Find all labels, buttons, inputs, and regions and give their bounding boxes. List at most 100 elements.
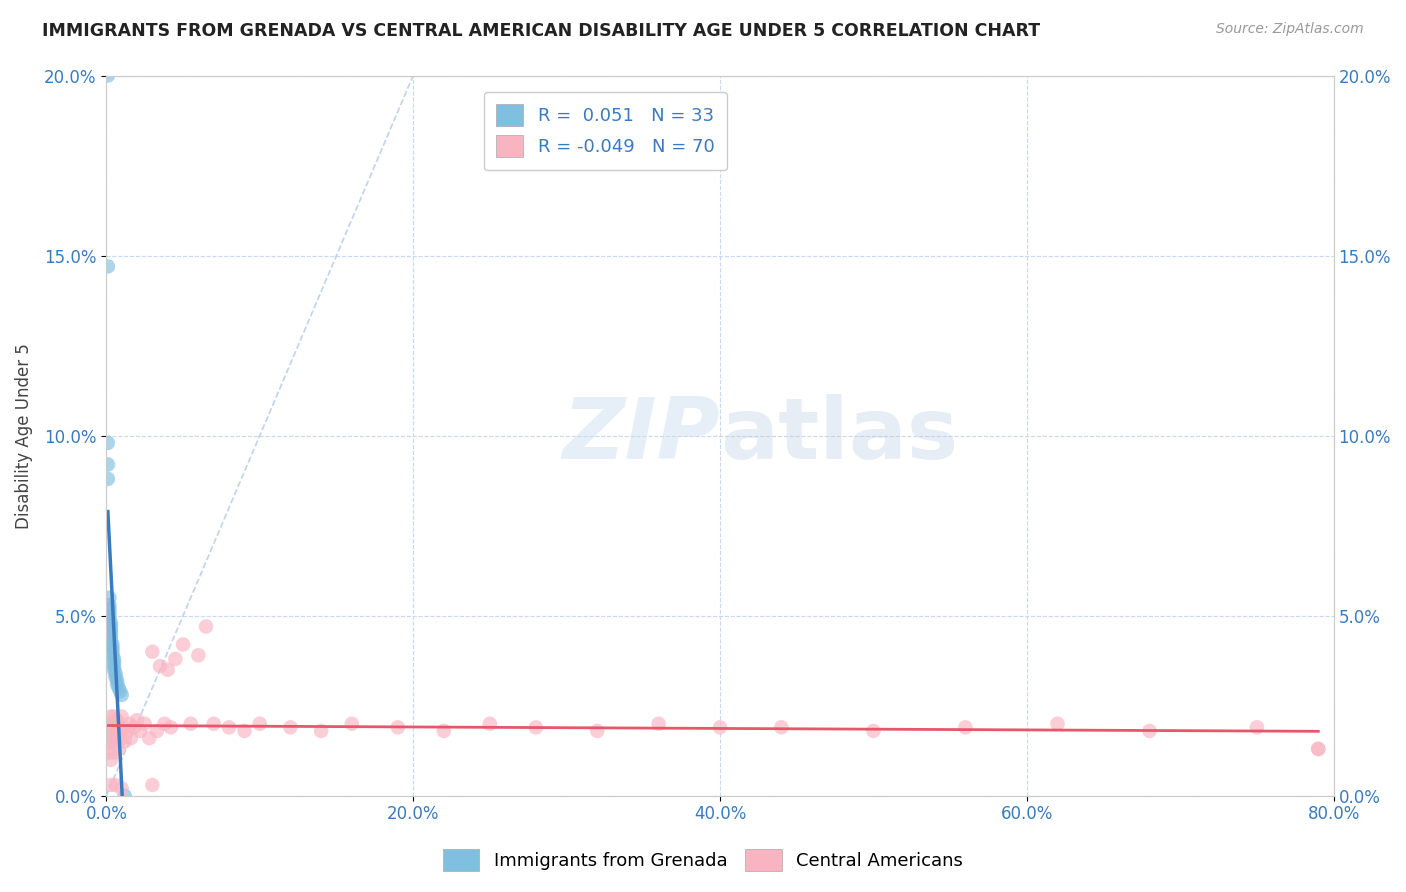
Point <box>107 716 129 731</box>
Point <box>1246 720 1268 734</box>
Point <box>98 605 121 619</box>
Point <box>129 723 152 738</box>
Point <box>159 720 181 734</box>
Point <box>120 731 142 746</box>
Legend: Immigrants from Grenada, Central Americans: Immigrants from Grenada, Central America… <box>436 842 970 879</box>
Point <box>146 723 169 738</box>
Point <box>104 735 127 749</box>
Point <box>107 681 129 695</box>
Point <box>100 615 122 630</box>
Point <box>103 709 125 723</box>
Point <box>309 723 332 738</box>
Point <box>709 720 731 734</box>
Point <box>111 781 134 796</box>
Point <box>97 435 120 450</box>
Point <box>98 601 121 615</box>
Point <box>100 619 122 633</box>
Point <box>280 720 302 734</box>
Point <box>108 723 131 738</box>
Point <box>141 645 163 659</box>
Point <box>100 709 122 723</box>
Text: Source: ZipAtlas.com: Source: ZipAtlas.com <box>1216 22 1364 37</box>
Point <box>105 713 128 727</box>
Point <box>101 648 124 663</box>
Point <box>101 641 124 656</box>
Point <box>100 753 122 767</box>
Point <box>97 735 120 749</box>
Point <box>111 709 134 723</box>
Point <box>101 645 124 659</box>
Point <box>141 778 163 792</box>
Point <box>108 684 131 698</box>
Point <box>100 778 122 792</box>
Point <box>98 731 121 746</box>
Point <box>955 720 977 734</box>
Point <box>104 666 127 681</box>
Point <box>103 652 125 666</box>
Legend: R =  0.051   N = 33, R = -0.049   N = 70: R = 0.051 N = 33, R = -0.049 N = 70 <box>484 92 727 170</box>
Point <box>98 746 121 760</box>
Point <box>586 723 609 738</box>
Point <box>433 723 456 738</box>
Point <box>118 716 141 731</box>
Point <box>97 458 120 472</box>
Point <box>112 720 135 734</box>
Point <box>195 619 218 633</box>
Point <box>1308 742 1330 756</box>
Point <box>100 735 122 749</box>
Point <box>97 472 120 486</box>
Point <box>134 716 156 731</box>
Point <box>149 659 172 673</box>
Point <box>100 623 122 637</box>
Point <box>340 716 363 731</box>
Point <box>105 731 128 746</box>
Point <box>105 677 128 691</box>
Point <box>387 720 409 734</box>
Point <box>187 648 209 663</box>
Text: IMMIGRANTS FROM GRENADA VS CENTRAL AMERICAN DISABILITY AGE UNDER 5 CORRELATION C: IMMIGRANTS FROM GRENADA VS CENTRAL AMERI… <box>42 22 1040 40</box>
Point <box>100 630 122 644</box>
Point <box>218 720 240 734</box>
Point <box>101 716 124 731</box>
Point <box>104 716 127 731</box>
Point <box>98 598 121 612</box>
Point <box>862 723 884 738</box>
Point <box>1308 742 1330 756</box>
Point <box>103 746 125 760</box>
Point <box>100 723 122 738</box>
Point <box>111 731 134 746</box>
Point <box>100 634 122 648</box>
Point <box>97 723 120 738</box>
Point <box>233 723 256 738</box>
Point <box>105 673 128 688</box>
Y-axis label: Disability Age Under 5: Disability Age Under 5 <box>15 343 32 529</box>
Text: atlas: atlas <box>720 394 959 477</box>
Point <box>153 716 176 731</box>
Point <box>114 789 136 803</box>
Point <box>249 716 271 731</box>
Point <box>115 723 138 738</box>
Point <box>138 731 160 746</box>
Point <box>125 713 148 727</box>
Point <box>202 716 225 731</box>
Point <box>107 742 129 756</box>
Point <box>478 716 501 731</box>
Point <box>1139 723 1161 738</box>
Point <box>165 652 187 666</box>
Point <box>101 638 124 652</box>
Point <box>98 608 121 623</box>
Point <box>101 731 124 746</box>
Point <box>524 720 547 734</box>
Point <box>114 735 136 749</box>
Point <box>98 591 121 605</box>
Point <box>103 723 125 738</box>
Point <box>104 778 127 792</box>
Point <box>100 626 122 640</box>
Point <box>1046 716 1069 731</box>
Point <box>103 656 125 670</box>
Point <box>97 69 120 83</box>
Point <box>98 716 121 731</box>
Point <box>98 612 121 626</box>
Point <box>156 663 179 677</box>
Point <box>103 659 125 673</box>
